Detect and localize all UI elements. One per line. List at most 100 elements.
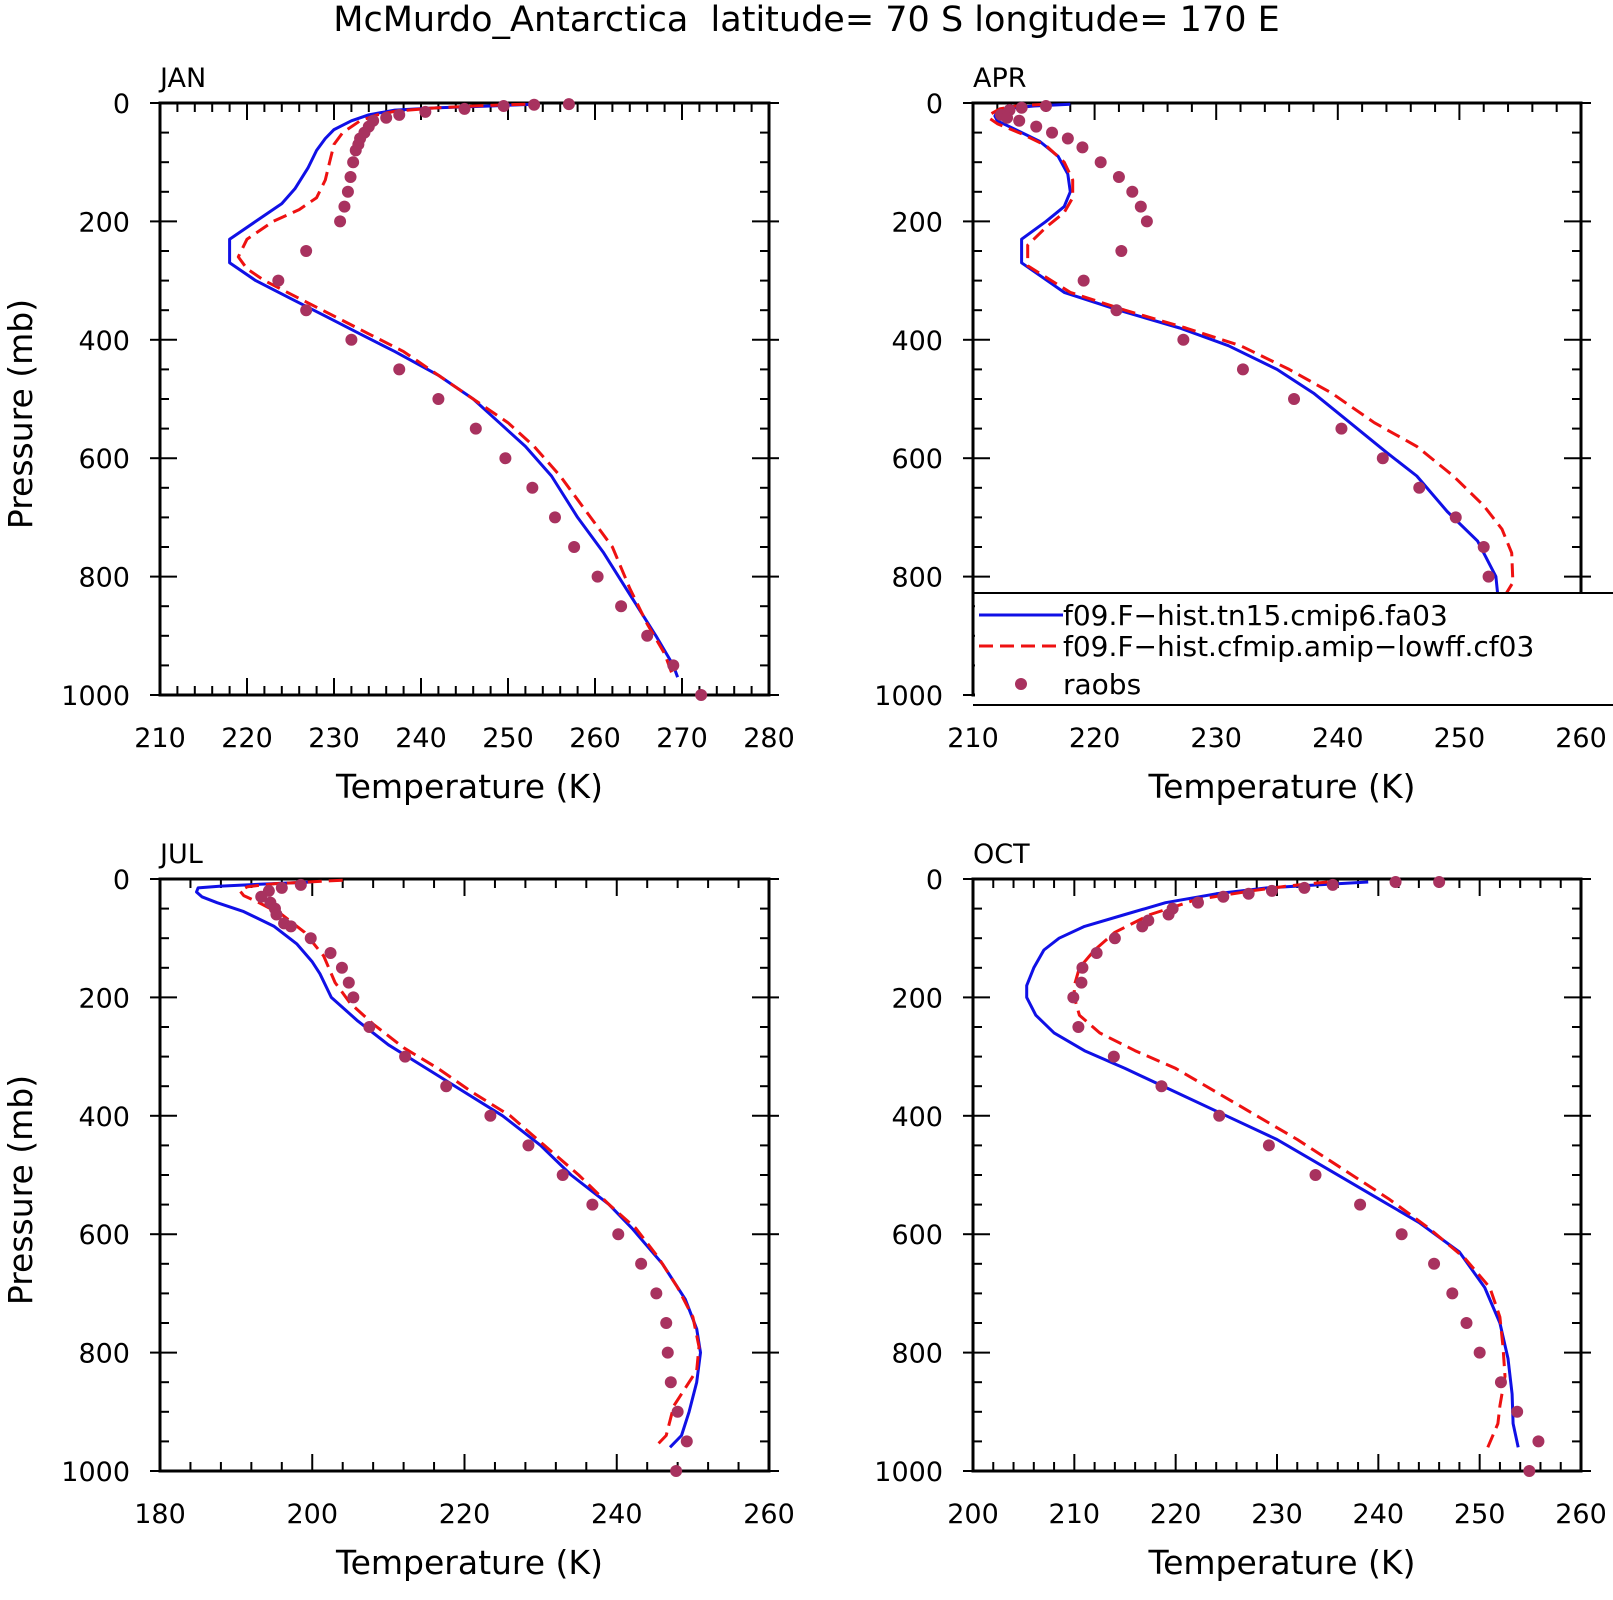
raobs-point	[1162, 908, 1175, 921]
series-line-cf03	[1072, 880, 1507, 1448]
raobs-point	[615, 600, 628, 613]
plot-frame	[158, 101, 771, 697]
raobs-point	[680, 1435, 693, 1448]
y-tick-label: 0	[113, 865, 130, 896]
raobs-point	[1126, 185, 1139, 198]
raobs-point	[1108, 932, 1121, 945]
panel-oct: 200 210 220 230 240 250 260 0 200 400 600 800 1000 OC…	[874, 839, 1606, 1582]
series-line-fa03	[1025, 880, 1520, 1448]
raobs-point	[1511, 1405, 1524, 1418]
y-tick-label: 400	[891, 326, 943, 357]
x-tick-label: 230	[1251, 1499, 1303, 1530]
raobs-point	[1075, 976, 1088, 989]
legend-marker-raobs	[1015, 678, 1027, 690]
raobs-point	[568, 541, 581, 553]
raobs-point	[347, 156, 360, 169]
raobs-point	[300, 304, 313, 317]
raobs-point	[1413, 481, 1426, 494]
raobs-point	[294, 878, 307, 891]
raobs-point	[1354, 1198, 1367, 1211]
raobs-point	[1298, 881, 1311, 894]
raobs-point	[334, 215, 347, 228]
raobs-point	[363, 1021, 376, 1033]
raobs-point	[1494, 1376, 1507, 1389]
raobs-point	[335, 961, 348, 974]
raobs-point	[458, 102, 471, 115]
raobs-point	[393, 363, 406, 376]
raobs-point	[548, 511, 561, 524]
raobs-point	[469, 422, 482, 435]
y-axis-title: Pressure (mb)	[1, 1075, 40, 1305]
x-tick-label: 250	[1454, 1499, 1506, 1530]
plot-frame	[158, 877, 771, 1473]
raobs-point	[1326, 878, 1339, 891]
panel-label: APR	[973, 63, 1027, 94]
raobs-point	[1217, 890, 1230, 903]
raobs-point	[1094, 156, 1107, 169]
raobs-point	[1213, 1109, 1226, 1122]
x-tick-label: 280	[743, 723, 795, 754]
raobs-point	[440, 1080, 453, 1093]
raobs-point	[1428, 1257, 1441, 1270]
raobs-point	[1107, 1050, 1120, 1063]
y-tick-label: 1000	[874, 681, 943, 712]
x-tick-label: 210	[134, 723, 186, 754]
series-line-fa03	[993, 102, 1503, 672]
raobs-point	[1001, 111, 1014, 124]
legend-label: f09.F−hist.cfmip.amip−lowff.cf03	[1063, 630, 1534, 663]
x-axis-title: Temperature (K)	[1148, 1543, 1416, 1582]
raobs-point	[499, 452, 512, 465]
x-tick-label: 230	[1190, 723, 1242, 754]
raobs-point	[1389, 875, 1402, 888]
raobs-point	[342, 976, 355, 989]
raobs-point	[1067, 991, 1080, 1004]
chart-title: McMurdo_Antarctica latitude= 70 S longit…	[333, 0, 1280, 40]
raobs-point	[255, 890, 268, 903]
y-tick-label: 200	[78, 207, 130, 238]
y-axis-title: Pressure (mb)	[1, 299, 40, 529]
y-tick-label: 600	[891, 1220, 943, 1251]
x-tick-label: 200	[286, 1499, 338, 1530]
x-axis-title: Temperature (K)	[335, 1543, 603, 1582]
legend-background	[975, 593, 1613, 705]
y-tick-label: 200	[78, 983, 130, 1014]
x-tick-label: 240	[1353, 1499, 1405, 1530]
raobs-point	[1309, 1169, 1322, 1181]
panel-label: OCT	[973, 839, 1030, 870]
y-tick-label: 400	[78, 1102, 130, 1133]
x-tick-label: 250	[1434, 723, 1486, 754]
y-tick-label: 1000	[61, 681, 130, 712]
raobs-point	[1236, 363, 1249, 376]
raobs-point	[671, 1405, 684, 1418]
x-tick-label: 260	[1555, 723, 1607, 754]
y-tick-label: 800	[78, 1339, 130, 1370]
raobs-point	[522, 1139, 535, 1152]
raobs-point	[272, 274, 285, 287]
raobs-point	[1473, 1346, 1486, 1359]
raobs-point	[1449, 511, 1462, 524]
panel-jan: 210 220 230 240 250 260 270 280 0 200 400 600 800 100…	[1, 63, 795, 806]
y-tick-label: 600	[78, 444, 130, 475]
raobs-point	[497, 99, 510, 112]
raobs-point	[1076, 141, 1089, 154]
series-line-fa03	[195, 880, 702, 1449]
raobs-point	[1288, 393, 1301, 405]
raobs-point	[1335, 422, 1348, 435]
panel-jul: 180 200 220 240 260 0 200 400 600 800 1000 JUL Tempe…	[1, 839, 795, 1582]
x-tick-label: 270	[656, 723, 708, 754]
raobs-point	[528, 98, 541, 111]
y-tick-label: 800	[891, 1339, 943, 1370]
raobs-point	[1030, 120, 1043, 133]
raobs-point	[284, 920, 297, 933]
y-tick-label: 400	[891, 1102, 943, 1133]
raobs-point	[1013, 114, 1026, 127]
raobs-point	[419, 105, 432, 118]
raobs-point	[399, 1050, 412, 1063]
raobs-point	[393, 108, 406, 121]
raobs-point	[324, 947, 337, 959]
raobs-point	[1077, 274, 1090, 287]
raobs-point	[1191, 896, 1204, 909]
raobs-point	[1115, 245, 1128, 257]
y-tick-label: 800	[891, 563, 943, 594]
